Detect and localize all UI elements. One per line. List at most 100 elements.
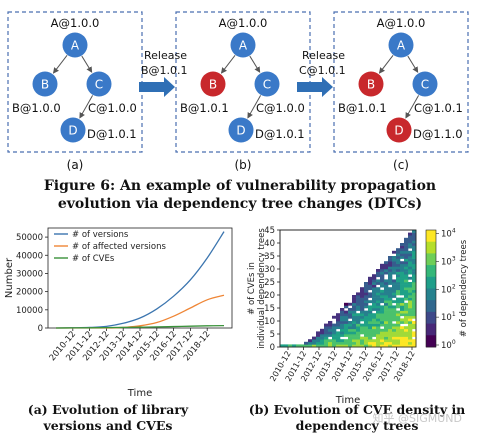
heatmap-cell bbox=[360, 289, 365, 293]
heatmap-cell bbox=[412, 344, 417, 348]
heatmap-cell bbox=[368, 334, 373, 337]
heatmap-cell bbox=[388, 274, 393, 278]
heatmap-cell bbox=[400, 341, 405, 345]
heatmap-cell bbox=[368, 326, 373, 330]
heatmap-cell bbox=[396, 289, 401, 293]
heatmap-cell bbox=[348, 336, 353, 340]
heatmap-cell bbox=[384, 292, 389, 296]
heatmap-cell bbox=[344, 341, 349, 345]
heatmap-cell bbox=[396, 334, 401, 337]
heatmap-cell bbox=[392, 271, 397, 275]
heatmap-cell bbox=[392, 326, 397, 330]
heatmap-cell bbox=[376, 336, 381, 340]
heatmap-cell bbox=[344, 339, 349, 343]
legend: # of versions # of affected versions # of … bbox=[54, 230, 166, 264]
heatmap-cell bbox=[312, 341, 317, 345]
heatmap-cell bbox=[320, 331, 325, 335]
heatmap-cell bbox=[388, 326, 393, 330]
heatmap-cell bbox=[312, 339, 317, 343]
heatmap-cell bbox=[364, 336, 369, 340]
heatmap-cell bbox=[408, 284, 413, 288]
heatmap-cell bbox=[396, 339, 401, 343]
heatmap-cell bbox=[392, 339, 397, 343]
heatmap-cell bbox=[400, 292, 405, 296]
heatmap-cell bbox=[320, 339, 325, 343]
heatmap-cell bbox=[392, 336, 397, 340]
heatmap-cell bbox=[352, 321, 357, 324]
heatmap-cell bbox=[376, 344, 381, 348]
heatmap-cell bbox=[356, 313, 361, 317]
heatmap-cell bbox=[384, 339, 389, 343]
heatmap-cell bbox=[412, 308, 417, 311]
heatmap-cell bbox=[376, 339, 381, 343]
heatmap-cell bbox=[392, 292, 397, 296]
heatmap-cell bbox=[352, 328, 357, 332]
heatmap-cell bbox=[408, 339, 413, 343]
heatmap-cell bbox=[412, 235, 417, 239]
release-label: Release bbox=[144, 49, 187, 62]
heatmap-cell bbox=[396, 287, 401, 291]
colorbar-segment bbox=[426, 300, 436, 304]
heatmap-cell bbox=[372, 318, 377, 322]
y-tick-label: 20000 bbox=[16, 288, 43, 298]
heatmap-cell bbox=[388, 295, 393, 298]
y-tick-label: 15 bbox=[264, 304, 275, 314]
left-version-label: B@1.0.1 bbox=[180, 101, 229, 115]
heatmap-cell bbox=[352, 334, 357, 337]
heatmap-cell bbox=[400, 302, 405, 306]
heatmap-cell bbox=[328, 326, 333, 330]
heatmap-cell bbox=[320, 336, 325, 340]
heatmap-cell bbox=[332, 326, 337, 330]
heatmap-cell bbox=[408, 287, 413, 291]
heatmap-cell bbox=[372, 302, 377, 306]
heatmap-cell bbox=[348, 321, 353, 324]
x-axis-label: Time bbox=[335, 395, 360, 405]
heatmap-cell bbox=[364, 326, 369, 330]
heatmap-cell bbox=[332, 339, 337, 343]
colorbar-segment bbox=[426, 270, 436, 275]
heatmap-cell bbox=[312, 344, 317, 348]
heatmap-cell bbox=[412, 266, 417, 270]
heatmap-cell bbox=[364, 313, 369, 317]
heatmap-cell bbox=[376, 331, 381, 335]
root-version-label: A@1.0.0 bbox=[377, 16, 426, 30]
right-version-label: C@1.0.1 bbox=[414, 101, 463, 115]
heatmap-cell bbox=[376, 300, 381, 304]
heatmap-cell bbox=[344, 326, 349, 330]
heatmap-cell bbox=[360, 336, 365, 340]
heatmap-cell bbox=[376, 269, 381, 272]
heatmap-cell bbox=[412, 253, 417, 257]
heatmap-cell bbox=[380, 321, 385, 324]
heatmap-cell bbox=[380, 271, 385, 275]
dependency-edge bbox=[405, 95, 420, 119]
heatmap-cell bbox=[360, 295, 365, 298]
heatmap-cell bbox=[392, 310, 397, 314]
heatmap-cell bbox=[388, 269, 393, 272]
heatmap-cell bbox=[404, 243, 409, 246]
heatmap-cell bbox=[408, 282, 413, 285]
heatmap-cell bbox=[376, 313, 381, 317]
heatmap-cell bbox=[404, 297, 409, 301]
heatmap-cell bbox=[400, 300, 405, 304]
heatmap-cell bbox=[356, 328, 361, 332]
heatmap-cell bbox=[332, 334, 337, 337]
colorbar-segment bbox=[426, 265, 436, 269]
heatmap-cell bbox=[332, 315, 337, 319]
legend-label: # of versions bbox=[72, 230, 129, 240]
heatmap-cell bbox=[328, 323, 333, 327]
heatmap-cell bbox=[396, 323, 401, 327]
right-arrow-icon bbox=[139, 77, 175, 97]
heatmap-cell bbox=[328, 321, 333, 324]
heatmap-cell bbox=[380, 282, 385, 285]
heatmap-cell bbox=[380, 300, 385, 304]
heatmap-cell bbox=[408, 328, 413, 332]
heatmap-cell bbox=[388, 323, 393, 327]
heatmap-cell bbox=[404, 292, 409, 296]
heatmap-cell bbox=[372, 315, 377, 319]
heatmap-cell bbox=[368, 305, 373, 309]
heatmap-cell bbox=[360, 315, 365, 319]
heatmap-cell bbox=[396, 271, 401, 275]
heatmap-cell bbox=[396, 341, 401, 345]
heatmap-cell bbox=[404, 258, 409, 262]
heatmap-cell bbox=[380, 331, 385, 335]
